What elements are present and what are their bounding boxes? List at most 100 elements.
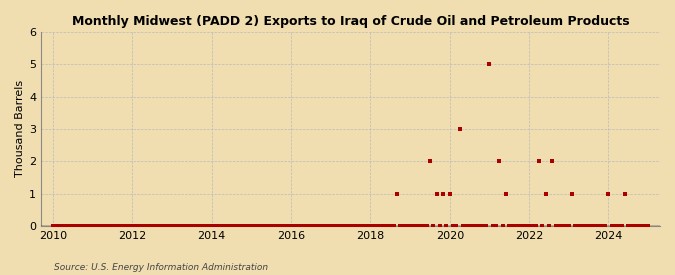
Point — [392, 191, 402, 196]
Text: Source: U.S. Energy Information Administration: Source: U.S. Energy Information Administ… — [54, 263, 268, 272]
Point — [78, 224, 88, 228]
Point — [365, 224, 376, 228]
Point — [51, 224, 61, 228]
Point — [134, 224, 144, 228]
Point — [477, 224, 488, 228]
Point — [243, 224, 254, 228]
Point — [372, 224, 383, 228]
Point — [153, 224, 164, 228]
Point — [385, 224, 396, 228]
Point — [517, 224, 528, 228]
Point — [348, 224, 359, 228]
Point — [550, 224, 561, 228]
Point — [325, 224, 336, 228]
Point — [378, 224, 389, 228]
Point — [345, 224, 356, 228]
Point — [177, 224, 188, 228]
Point — [263, 224, 273, 228]
Point — [296, 224, 306, 228]
Point — [560, 224, 571, 228]
Point — [606, 224, 617, 228]
Point — [213, 224, 223, 228]
Point — [249, 224, 260, 228]
Point — [68, 224, 78, 228]
Point — [315, 224, 326, 228]
Point — [381, 224, 392, 228]
Point — [421, 224, 432, 228]
Point — [157, 224, 167, 228]
Point — [147, 224, 158, 228]
Point — [87, 224, 98, 228]
Point — [233, 224, 244, 228]
Point — [144, 224, 155, 228]
Point — [632, 224, 643, 228]
Point — [388, 224, 399, 228]
Point — [557, 224, 568, 228]
Point — [369, 224, 379, 228]
Point — [216, 224, 227, 228]
Point — [566, 191, 577, 196]
Point — [554, 224, 564, 228]
Point — [308, 224, 319, 228]
Point — [90, 224, 101, 228]
Point — [573, 224, 584, 228]
Point — [441, 224, 452, 228]
Point — [137, 224, 148, 228]
Point — [610, 224, 620, 228]
Point — [130, 224, 141, 228]
Point — [501, 191, 512, 196]
Point — [273, 224, 284, 228]
Point — [458, 224, 468, 228]
Point — [200, 224, 211, 228]
Point — [339, 224, 350, 228]
Point — [507, 224, 518, 228]
Point — [312, 224, 323, 228]
Point — [97, 224, 108, 228]
Point — [319, 224, 329, 228]
Point — [408, 224, 418, 228]
Point — [590, 224, 601, 228]
Point — [411, 224, 422, 228]
Point — [402, 224, 412, 228]
Point — [547, 159, 558, 163]
Point — [362, 224, 373, 228]
Point — [183, 224, 194, 228]
Point — [470, 224, 481, 228]
Point — [286, 224, 296, 228]
Point — [180, 224, 190, 228]
Point — [375, 224, 385, 228]
Point — [266, 224, 277, 228]
Point — [252, 224, 263, 228]
Point — [223, 224, 234, 228]
Point — [524, 224, 535, 228]
Point — [84, 224, 95, 228]
Point — [236, 224, 247, 228]
Point — [398, 224, 409, 228]
Point — [623, 224, 634, 228]
Point — [282, 224, 293, 228]
Point — [210, 224, 221, 228]
Point — [510, 224, 521, 228]
Point — [279, 224, 290, 228]
Point — [269, 224, 280, 228]
Point — [587, 224, 597, 228]
Point — [127, 224, 138, 228]
Point — [514, 224, 524, 228]
Point — [437, 191, 448, 196]
Point — [481, 224, 491, 228]
Point — [173, 224, 184, 228]
Point — [355, 224, 366, 228]
Point — [620, 191, 630, 196]
Point — [120, 224, 131, 228]
Point — [299, 224, 310, 228]
Point — [329, 224, 340, 228]
Point — [226, 224, 237, 228]
Point — [207, 224, 217, 228]
Point — [352, 224, 362, 228]
Point — [81, 224, 92, 228]
Point — [246, 224, 256, 228]
Title: Monthly Midwest (PADD 2) Exports to Iraq of Crude Oil and Petroleum Products: Monthly Midwest (PADD 2) Exports to Iraq… — [72, 15, 629, 28]
Point — [448, 224, 458, 228]
Point — [94, 224, 105, 228]
Point — [259, 224, 270, 228]
